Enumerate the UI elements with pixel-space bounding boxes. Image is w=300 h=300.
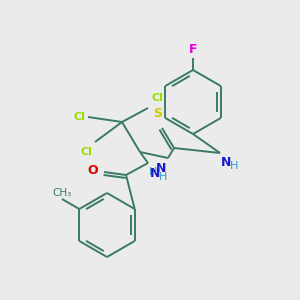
Text: H: H: [148, 167, 157, 177]
Text: Cl: Cl: [73, 112, 85, 122]
Text: Cl: Cl: [151, 93, 163, 103]
Text: H: H: [230, 161, 238, 171]
Text: N: N: [156, 162, 166, 175]
Text: N: N: [150, 167, 160, 180]
Text: CH₃: CH₃: [52, 188, 72, 198]
Text: H: H: [159, 172, 167, 182]
Text: Cl: Cl: [80, 147, 92, 157]
Text: N: N: [221, 156, 231, 169]
Text: F: F: [189, 43, 197, 56]
Text: S: S: [154, 107, 163, 120]
Text: O: O: [87, 164, 98, 176]
